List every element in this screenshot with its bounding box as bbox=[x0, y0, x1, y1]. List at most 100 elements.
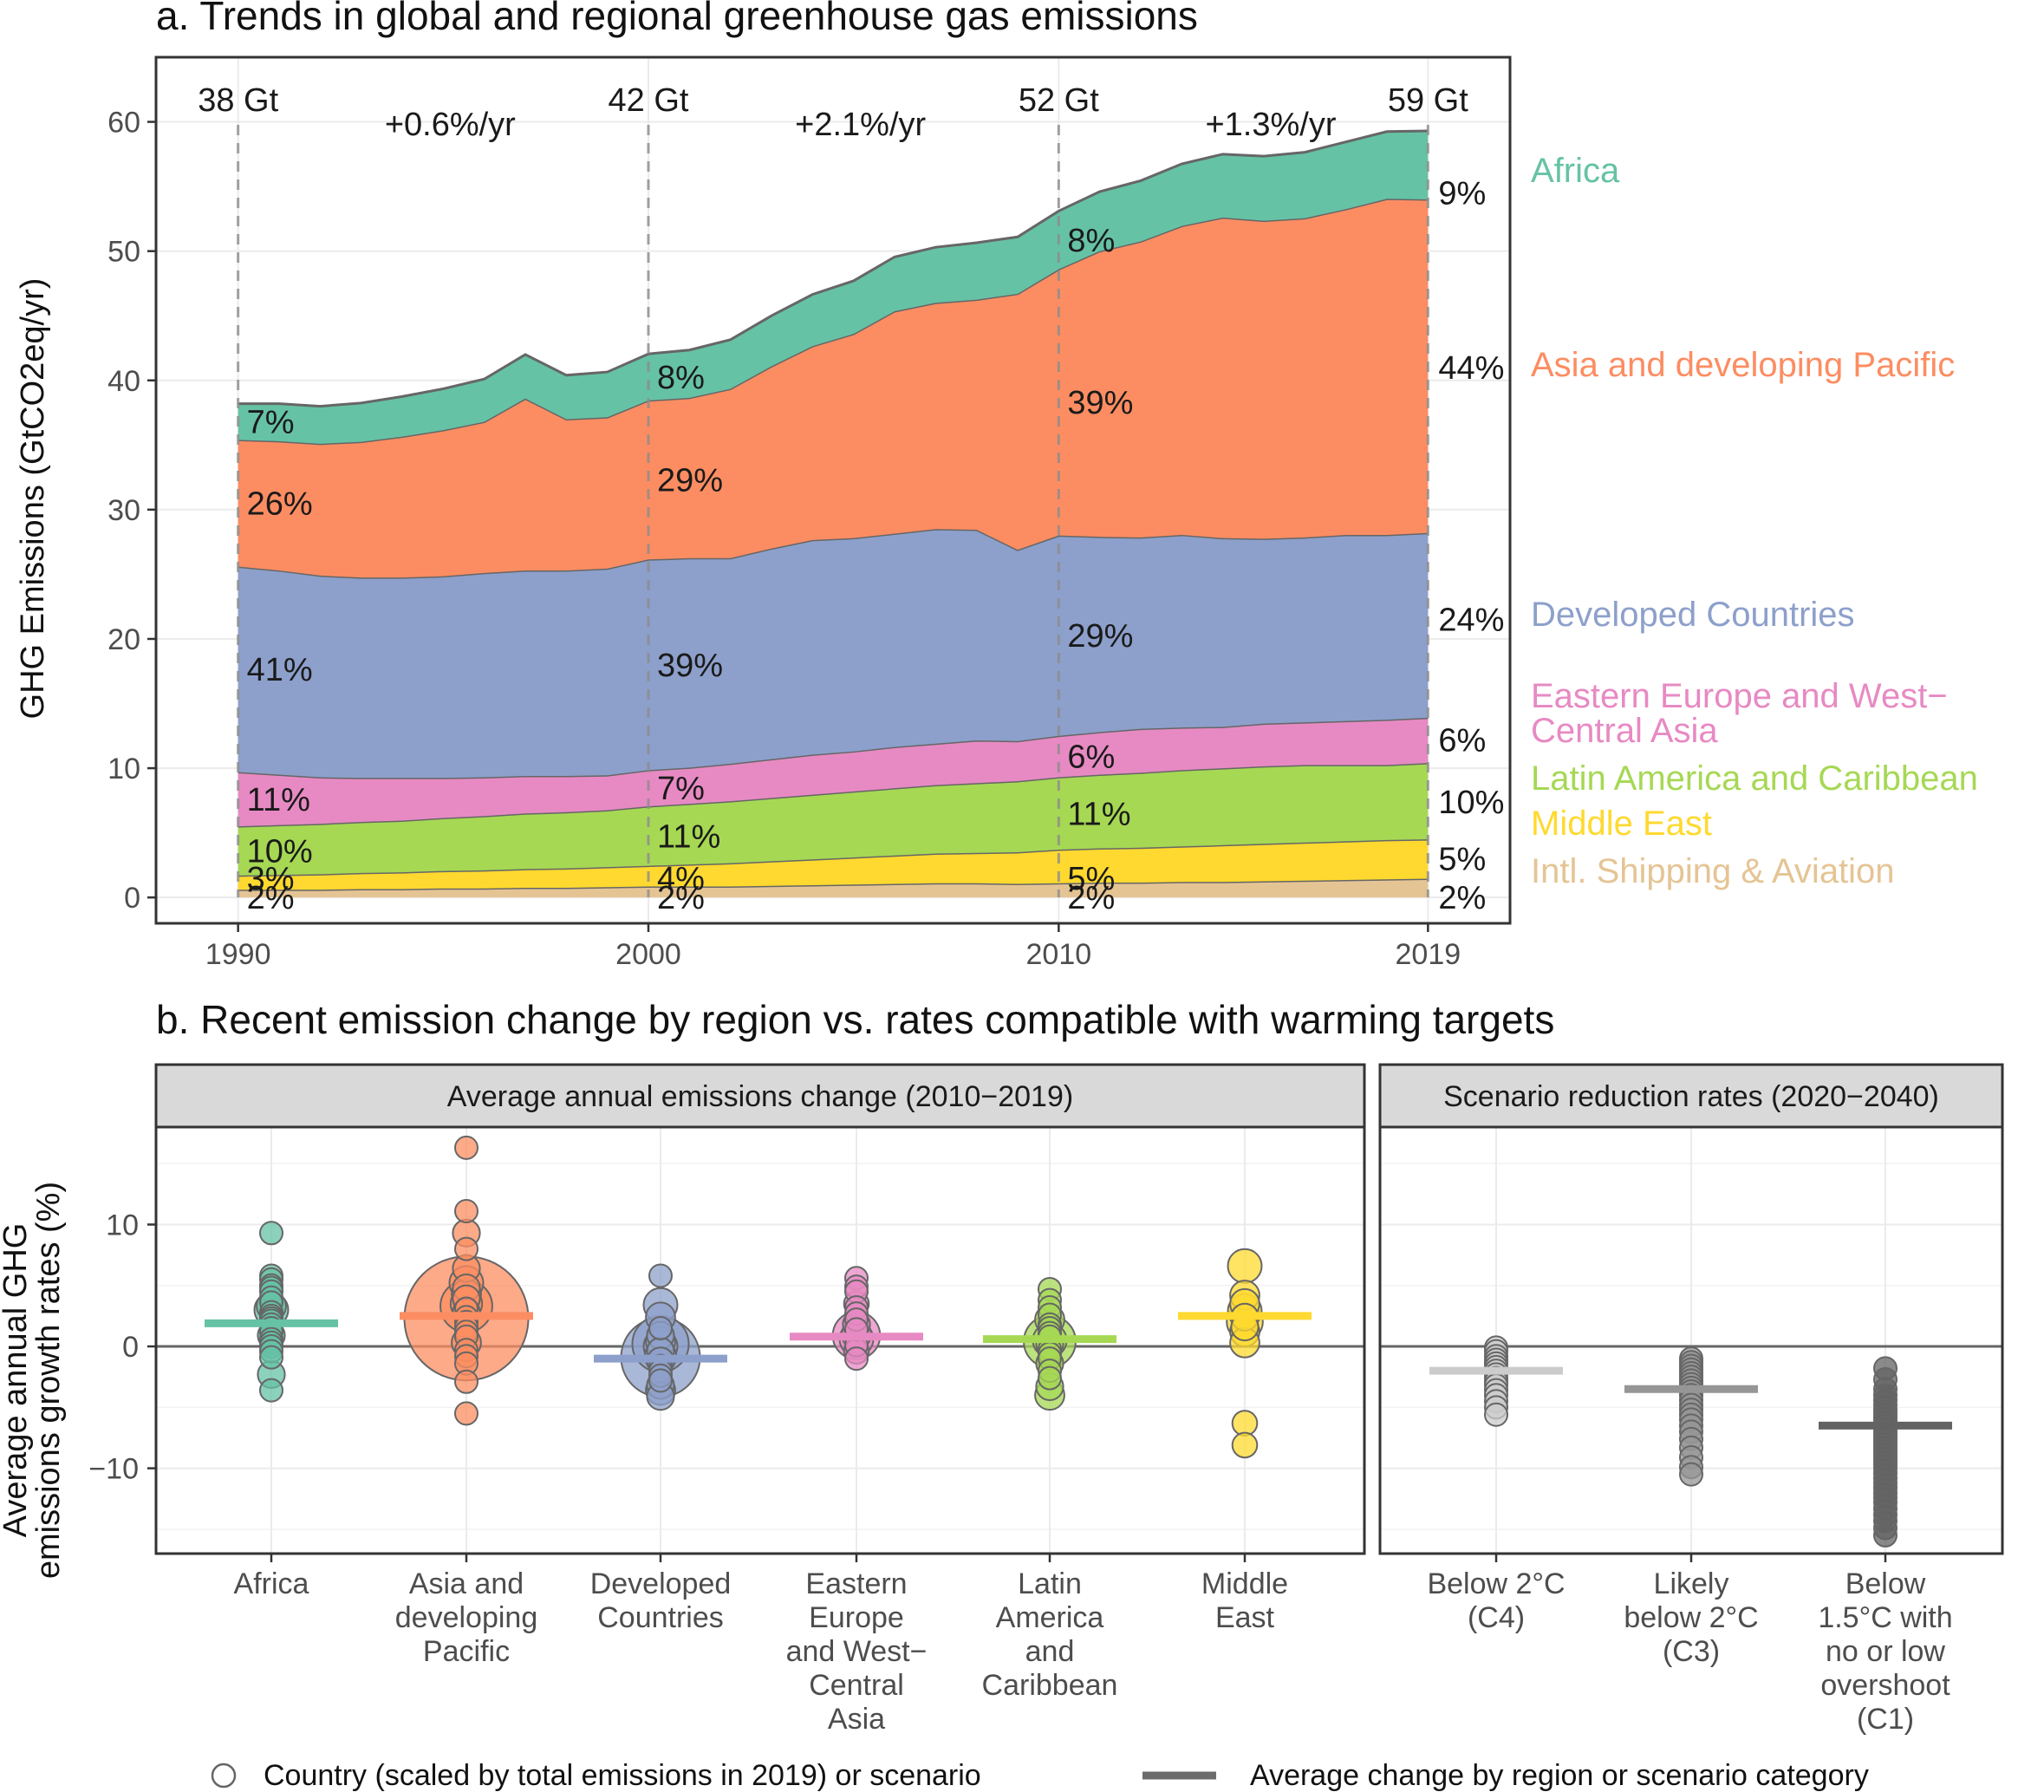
point-latin-america-and-caribbean-16 bbox=[1038, 1365, 1062, 1391]
region-label-eastern-europe-and-west-central-asia: Eastern Europe and West− bbox=[1531, 677, 1948, 715]
area-latin-america-and-caribbean bbox=[238, 763, 1429, 876]
point-eastern-europe-and-west-central-asia-13 bbox=[844, 1346, 869, 1372]
b-y-tick-label-0: 0 bbox=[122, 1331, 139, 1364]
category-label-latin-america-and-caribbean-2: and bbox=[1025, 1635, 1075, 1668]
point-asia-and-developing-pacific-21 bbox=[454, 1369, 478, 1394]
category-label-eastern-europe-and-west-central-asia-3: Central bbox=[809, 1669, 904, 1702]
total-label-2019: 59 Gt bbox=[1388, 82, 1468, 119]
share-label-2000-developed-countries: 39% bbox=[657, 648, 723, 684]
point-asia-and-developing-pacific-22 bbox=[454, 1401, 478, 1426]
category-label-asia-and-developing-pacific-0: Asia and bbox=[409, 1567, 524, 1600]
point-developed-countries-0 bbox=[648, 1263, 673, 1288]
category-label-below-1-5-c-with-no-or-low-overshoot-c1-2: no or low bbox=[1826, 1635, 1945, 1668]
x-tick-label-2010: 2010 bbox=[1026, 938, 1092, 971]
total-label-2010: 52 Gt bbox=[1019, 82, 1099, 119]
share-label-1990-africa: 7% bbox=[247, 404, 295, 440]
category-label-africa-0: Africa bbox=[234, 1567, 309, 1600]
point-asia-and-developing-pacific-3 bbox=[454, 1236, 478, 1261]
category-label-middle-east-0: Middle bbox=[1201, 1567, 1288, 1600]
category-label-latin-america-and-caribbean-0: Latin bbox=[1018, 1567, 1082, 1600]
point-asia-and-developing-pacific-1 bbox=[454, 1198, 478, 1223]
growth-rate-2015: +1.3%/yr bbox=[1205, 107, 1336, 143]
x-tick-label-2000: 2000 bbox=[615, 938, 681, 971]
point-developed-countries-3 bbox=[648, 1315, 673, 1340]
y-tick-label-20: 20 bbox=[107, 623, 140, 656]
facet-strip-label-2: Scenario reduction rates (2020−2040) bbox=[1443, 1080, 1939, 1113]
share-label-2019-eastern-europe-and-west-central-asia: 6% bbox=[1438, 722, 1486, 759]
category-label-eastern-europe-and-west-central-asia-4: Asia bbox=[828, 1703, 885, 1736]
category-label-below-2-c-c4-1: (C4) bbox=[1468, 1601, 1525, 1634]
point-middle-east-0 bbox=[1227, 1248, 1263, 1284]
facet-strip-2 bbox=[1378, 1063, 2004, 1129]
category-label-below-1-5-c-with-no-or-low-overshoot-c1-0: Below bbox=[1845, 1567, 1926, 1600]
category-label-below-1-5-c-with-no-or-low-overshoot-c1-3: overshoot bbox=[1820, 1669, 1950, 1702]
category-label-asia-and-developing-pacific-2: Pacific bbox=[423, 1635, 510, 1668]
area-top-line-africa bbox=[238, 129, 1429, 408]
region-label-asia-and-developing-pacific: Asia and developing Pacific bbox=[1531, 346, 1955, 384]
share-label-1990-eastern-europe-and-west-central-asia: 11% bbox=[247, 782, 310, 818]
share-label-2010-middle-east: 5% bbox=[1067, 861, 1115, 897]
category-label-below-1-5-c-with-no-or-low-overshoot-c1-1: 1.5°C with bbox=[1818, 1601, 1952, 1634]
region-label-latin-america-and-caribbean: Latin America and Caribbean bbox=[1531, 759, 1978, 798]
share-label-2010-intl-shipping-aviation: 2% bbox=[1067, 880, 1115, 916]
area-developed-countries bbox=[238, 529, 1429, 779]
point-developed-countries-13 bbox=[648, 1368, 673, 1393]
panel-b-ylabel-line1: Average annual GHG bbox=[0, 1223, 34, 1538]
share-label-2000-intl-shipping-aviation: 2% bbox=[657, 880, 705, 916]
category-label-likely-below-2-c-c3-0: Likely bbox=[1654, 1567, 1729, 1600]
category-label-latin-america-and-caribbean-3: Caribbean bbox=[982, 1669, 1118, 1702]
panel-b-title: b. Recent emission change by region vs. … bbox=[156, 997, 1554, 1042]
share-label-1990-developed-countries: 41% bbox=[247, 652, 313, 688]
category-label-developed-countries-1: Countries bbox=[597, 1601, 724, 1634]
point-africa-24 bbox=[259, 1378, 283, 1403]
facet-frame-2 bbox=[1378, 1125, 2004, 1555]
category-label-likely-below-2-c-c3-2: (C3) bbox=[1663, 1635, 1720, 1668]
point-middle-east-10 bbox=[1231, 1431, 1259, 1459]
share-label-2000-africa: 8% bbox=[657, 360, 705, 396]
point-africa-22 bbox=[259, 1345, 283, 1370]
panel-a-frame bbox=[154, 55, 1512, 925]
y-tick-label-10: 10 bbox=[107, 753, 140, 785]
share-label-1990-asia-and-developing-pacific: 26% bbox=[247, 485, 313, 522]
category-label-eastern-europe-and-west-central-asia-0: Eastern bbox=[805, 1567, 907, 1600]
point-asia-and-developing-pacific-0 bbox=[454, 1135, 478, 1160]
category-label-below-2-c-c4-0: Below 2°C bbox=[1427, 1567, 1565, 1600]
share-label-2019-africa: 9% bbox=[1438, 176, 1486, 212]
panel-b-ylabel-line2: emissions growth rates (%) bbox=[30, 1182, 67, 1579]
category-label-eastern-europe-and-west-central-asia-1: Europe bbox=[809, 1601, 904, 1634]
share-label-2000-latin-america-and-caribbean: 11% bbox=[657, 818, 720, 855]
total-label-2000: 42 Gt bbox=[609, 82, 689, 119]
share-label-1990-latin-america-and-caribbean: 10% bbox=[247, 834, 313, 870]
legend-country-label: Country (scaled by total emissions in 20… bbox=[264, 1759, 981, 1792]
category-label-likely-below-2-c-c3-1: below 2°C bbox=[1624, 1601, 1758, 1634]
share-label-2000-asia-and-developing-pacific: 29% bbox=[657, 463, 723, 499]
share-label-1990-intl-shipping-aviation: 2% bbox=[247, 880, 295, 916]
share-label-2019-latin-america-and-caribbean: 10% bbox=[1438, 785, 1504, 821]
y-tick-label-50: 50 bbox=[107, 236, 140, 269]
facet-frame-1 bbox=[154, 1125, 1366, 1555]
category-label-asia-and-developing-pacific-1: developing bbox=[395, 1601, 537, 1634]
panel-a-chart: 38 Gt 42 Gt 52 Gt 59 Gt +0.6%/yr +2.1%/yr +1.3… bbox=[107, 55, 1978, 971]
region-label-middle-east: Middle East bbox=[1531, 805, 1712, 843]
x-tick-label-2019: 2019 bbox=[1396, 938, 1461, 971]
y-tick-label-60: 60 bbox=[107, 107, 140, 140]
panel-a-title: a. Trends in global and regional greenho… bbox=[156, 0, 1198, 38]
y-tick-label-40: 40 bbox=[107, 365, 140, 398]
share-label-2000-eastern-europe-and-west-central-asia: 7% bbox=[657, 771, 705, 807]
region-label-intl-shipping-aviation: Intl. Shipping & Aviation bbox=[1531, 852, 1895, 890]
category-label-middle-east-1: East bbox=[1215, 1601, 1275, 1634]
legend-average-label: Average change by region or scenario cat… bbox=[1250, 1759, 1869, 1792]
point-africa-0 bbox=[259, 1221, 283, 1246]
point-below-2-c-c4-15 bbox=[1484, 1402, 1508, 1427]
share-label-2000-middle-east: 4% bbox=[657, 861, 705, 897]
region-label-developed-countries: Developed Countries bbox=[1531, 596, 1855, 634]
area-eastern-europe-and-west-central-asia bbox=[238, 717, 1429, 827]
point-likely-below-2-c-c3-22 bbox=[1679, 1462, 1703, 1487]
region-label-africa: Africa bbox=[1531, 152, 1620, 190]
area-middle-east bbox=[238, 839, 1429, 890]
panel-b-chart: Average annual emissions change (2010−20… bbox=[88, 1063, 2004, 1736]
share-label-2019-developed-countries: 24% bbox=[1438, 603, 1504, 639]
category-label-developed-countries-0: Developed bbox=[590, 1567, 732, 1600]
category-label-below-1-5-c-with-no-or-low-overshoot-c1-4: (C1) bbox=[1857, 1703, 1914, 1736]
